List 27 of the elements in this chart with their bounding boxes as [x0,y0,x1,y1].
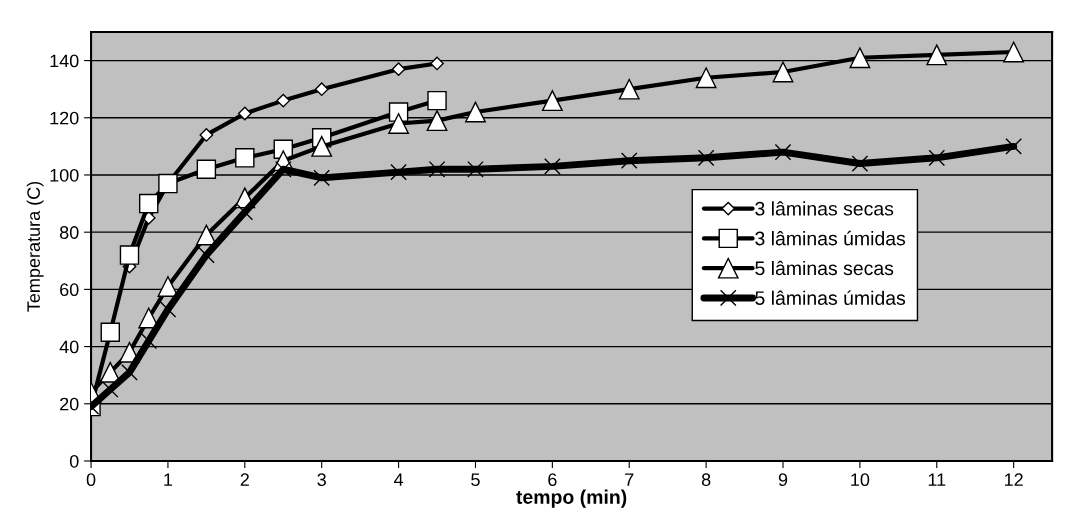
x-tick-label: 4 [393,473,404,486]
x-tick-label: 8 [701,473,711,487]
y-tick-label: 40 [59,340,79,354]
y-tick-label: 60 [60,283,79,297]
x-tick-label: 12 [1005,473,1023,486]
x-tick-label: 7 [625,473,634,486]
x-tick-label: 3 [317,473,326,487]
y-tick-label: 0 [69,454,79,468]
y-axis-title: Temperatura (C) [26,181,44,312]
legend-label: 5 lâminas secas [755,260,894,276]
y-tick-label: 100 [50,168,79,182]
x-tick-label: 1 [164,473,173,486]
x-tick-label: 5 [471,473,480,487]
legend-label: 3 lâminas secas [755,201,894,216]
legend-label: 5 lâminas úmidas [755,290,906,305]
y-tick-label: 80 [59,226,79,239]
x-tick-label: 6 [548,473,557,487]
y-tick-label: 120 [50,111,79,125]
x-tick-label: 9 [778,473,788,487]
x-tick-label: 11 [928,473,946,486]
y-tick-label: 140 [50,54,79,68]
x-axis-title: tempo (min) [516,489,627,508]
legend-label: 3 lâminas úmidas [755,230,906,246]
x-tick-label: 10 [851,473,870,487]
x-tick-label: 0 [86,473,96,487]
x-tick-label: 2 [240,473,249,486]
y-tick-label: 20 [60,397,79,411]
